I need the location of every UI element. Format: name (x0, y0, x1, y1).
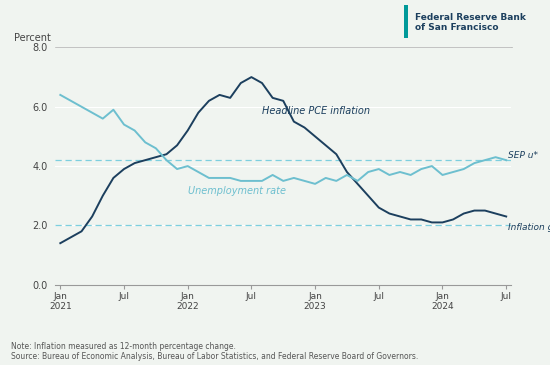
Text: Note: Inflation measured as 12-month percentage change.
Source: Bureau of Econom: Note: Inflation measured as 12-month per… (11, 342, 418, 361)
Text: Unemployment rate: Unemployment rate (188, 186, 285, 196)
Text: Federal Reserve Bank
of San Francisco: Federal Reserve Bank of San Francisco (415, 13, 526, 32)
Text: Percent: Percent (14, 33, 51, 43)
Text: Headline PCE inflation: Headline PCE inflation (262, 106, 370, 116)
Text: SEP u*: SEP u* (508, 151, 538, 160)
Text: Inflation goal: Inflation goal (508, 223, 550, 232)
